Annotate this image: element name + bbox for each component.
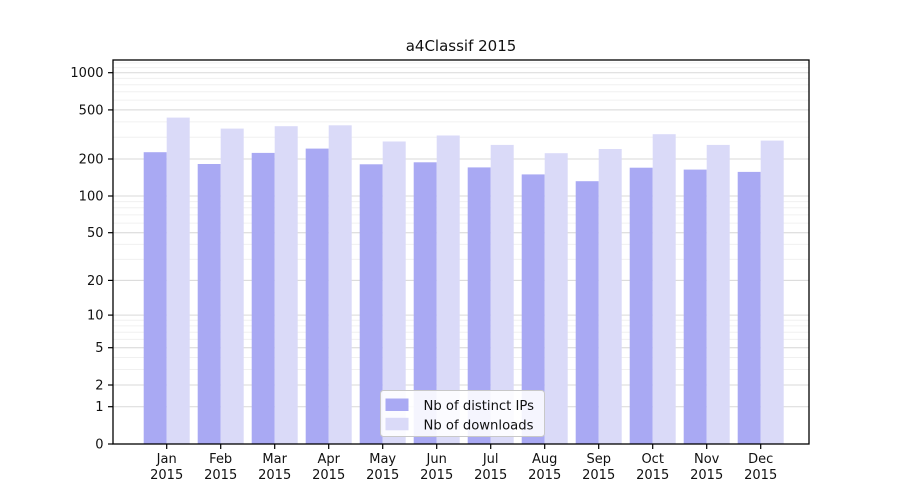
bar-downloads-oct [652, 134, 676, 444]
bar-distinct-ips-aug [521, 174, 545, 444]
bar-distinct-ips-jun [413, 162, 437, 445]
y-axis-tick-label: 10 [87, 309, 104, 324]
bar-distinct-ips-feb [197, 164, 221, 444]
bar-downloads-aug [544, 153, 568, 444]
y-axis-tick-label: 1 [95, 400, 103, 415]
legend-label-downloads: Nb of downloads [424, 418, 534, 433]
x-axis-year-label: 2015 [312, 468, 345, 483]
y-axis-tick-label: 2 [95, 379, 103, 394]
bar-downloads-jul [490, 144, 514, 444]
y-axis-tick-label: 100 [79, 190, 104, 205]
bar-distinct-ips-oct [629, 167, 653, 444]
x-axis-month-label: Apr [317, 452, 340, 467]
x-axis-month-label: Dec [748, 452, 773, 467]
bar-downloads-dec [760, 140, 784, 444]
bar-downloads-mar [274, 126, 298, 444]
legend-label-distinct-ips: Nb of distinct IPs [424, 399, 535, 414]
y-axis-tick-label: 5 [95, 341, 103, 356]
x-axis-year-label: 2015 [582, 468, 615, 483]
y-axis-tick-label: 200 [79, 153, 104, 168]
y-axis-tick-label: 1000 [70, 66, 103, 81]
x-axis-year-label: 2015 [150, 468, 183, 483]
y-axis-tick-label: 500 [79, 103, 104, 118]
x-axis-year-label: 2015 [528, 468, 561, 483]
y-axis-tick-label: 50 [87, 226, 104, 241]
x-axis-month-label: Sep [586, 452, 611, 467]
bar-downloads-jun [436, 135, 460, 444]
bar-downloads-feb [220, 128, 244, 444]
x-axis-month-label: Jun [426, 452, 447, 467]
bar-downloads-apr [328, 125, 352, 445]
legend-swatch-downloads [385, 417, 409, 431]
bar-distinct-ips-mar [251, 152, 275, 444]
bar-downloads-jan [166, 117, 190, 444]
x-axis-year-label: 2015 [258, 468, 291, 483]
x-axis-year-label: 2015 [204, 468, 237, 483]
x-axis-month-label: Aug [532, 452, 557, 467]
bar-downloads-nov [706, 144, 730, 444]
x-axis-month-label: Mar [262, 452, 287, 467]
x-axis-year-label: 2015 [366, 468, 399, 483]
bar-distinct-ips-nov [683, 169, 707, 444]
bar-distinct-ips-dec [737, 171, 761, 444]
x-axis-month-label: Feb [209, 452, 232, 467]
x-axis-year-label: 2015 [474, 468, 507, 483]
x-axis-month-label: May [369, 452, 396, 467]
bar-downloads-may [382, 141, 406, 444]
y-axis-tick-label: 20 [87, 274, 104, 289]
x-axis-year-label: 2015 [420, 468, 453, 483]
x-axis-month-label: Oct [641, 452, 663, 467]
bar-distinct-ips-jan [143, 152, 167, 444]
x-axis-month-label: Jan [156, 452, 177, 467]
chart-title: a4Classif 2015 [405, 37, 517, 55]
axes-spines [112, 59, 810, 445]
bar-distinct-ips-may [359, 164, 383, 445]
x-axis-month-label: Jul [482, 452, 499, 467]
x-axis-year-label: 2015 [744, 468, 777, 483]
legend-swatch-distinct-ips [385, 398, 409, 411]
bar-downloads-sep [598, 149, 622, 444]
x-axis-month-label: Nov [694, 452, 720, 467]
x-axis-year-label: 2015 [690, 468, 723, 483]
bar-distinct-ips-sep [575, 181, 599, 444]
y-axis-tick-label: 0 [95, 438, 103, 453]
x-axis-year-label: 2015 [636, 468, 669, 483]
bar-distinct-ips-apr [305, 148, 329, 444]
bar-distinct-ips-jul [467, 167, 491, 444]
legend-box [380, 390, 545, 437]
